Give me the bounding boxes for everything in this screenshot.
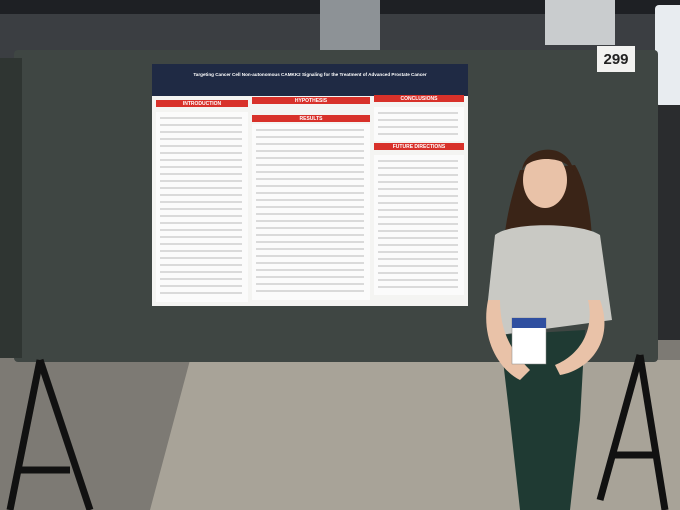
section-header-bar — [374, 143, 464, 150]
poster-panel — [374, 155, 464, 295]
sign — [655, 5, 680, 105]
easel — [6, 354, 669, 510]
section-header: RESULTS — [300, 116, 324, 122]
adjacent-board — [0, 58, 22, 358]
person — [486, 149, 612, 510]
section-header-bar — [156, 100, 248, 107]
board-number-card — [597, 46, 635, 72]
section-header: INTRODUCTION — [183, 101, 222, 107]
poster-sections: INTRODUCTION HYPOTHESIS RESULTS CONCLUSIONS… — [156, 95, 464, 302]
section-header-bar — [374, 95, 464, 102]
section-header: HYPOTHESIS — [295, 98, 328, 104]
poster-panel — [156, 112, 248, 302]
section-header-bar — [252, 97, 370, 104]
section-header: FUTURE DIRECTIONS — [393, 144, 446, 150]
section-header: CONCLUSIONS — [401, 96, 439, 102]
pillar — [320, 0, 380, 55]
section-header-bar — [252, 115, 370, 122]
board-number: 299 — [603, 51, 628, 68]
poster-panel — [374, 107, 464, 141]
poster-title: Targeting Cancer Cell Non-autonomous CAM… — [193, 72, 427, 77]
poster-header — [152, 64, 468, 96]
poster-panel — [252, 124, 370, 300]
pillar — [545, 0, 615, 45]
